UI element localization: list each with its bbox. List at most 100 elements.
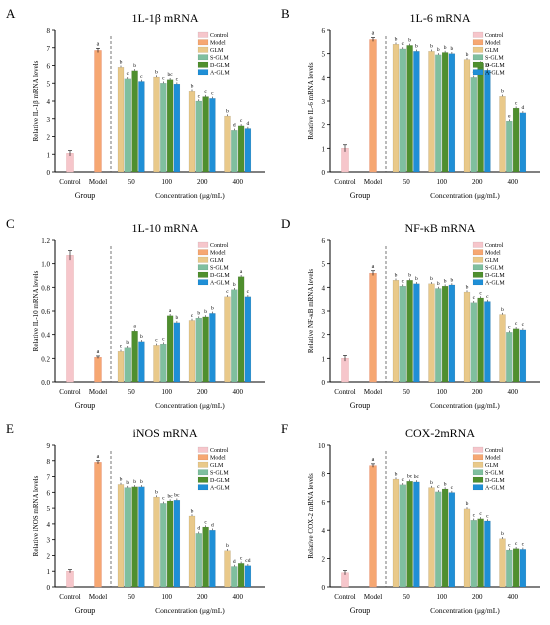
legend-swatch-control — [197, 446, 209, 453]
x-label-control: Control — [59, 388, 80, 396]
legend-swatch-model — [197, 454, 209, 461]
y-axis-label: Relative iNOS mRNA levels — [32, 475, 40, 556]
significance-letter: b — [415, 276, 418, 282]
bar-s-glm-50 — [399, 286, 406, 383]
y-tick-label: 0.8 — [41, 284, 50, 292]
legend-label-model: Model — [210, 456, 226, 462]
y-tick-label: 3 — [47, 116, 51, 124]
group-axis-label: Group — [75, 606, 95, 615]
bar-s-glm-200 — [195, 533, 202, 588]
significance-letter: b — [430, 44, 433, 50]
significance-letter: b — [140, 334, 143, 340]
panel-letter: B — [281, 6, 290, 21]
bar-glm-400 — [224, 115, 231, 173]
significance-letter: d — [233, 559, 236, 565]
significance-letter: c — [402, 477, 405, 483]
bar-a-glm-400 — [244, 128, 252, 173]
bar-a-glm-100 — [448, 492, 456, 588]
legend-label-s-glm: S-GLM — [485, 56, 504, 62]
significance-letter: b — [466, 52, 469, 58]
significance-letter: b — [430, 276, 433, 282]
significance-letter: b — [430, 480, 433, 486]
significance-letter: c — [479, 290, 482, 296]
y-tick-label: 0 — [322, 584, 326, 592]
bar-a-glm-200 — [484, 70, 491, 173]
x-axis-label: Concentration (μg/mL) — [155, 401, 225, 410]
bar-d-glm-200 — [202, 316, 209, 383]
bar-glm-200 — [463, 59, 471, 173]
y-tick-label: 7 — [47, 45, 51, 53]
legend-label-glm: GLM — [210, 48, 224, 54]
legend-swatch-s-glm — [197, 54, 209, 61]
significance-letter: c — [402, 41, 405, 47]
x-tick-label: 100 — [436, 388, 447, 396]
x-tick-label: 400 — [232, 593, 243, 601]
y-tick-label: 1.2 — [41, 237, 50, 245]
significance-letter: c — [473, 295, 476, 301]
bar-s-glm-400 — [231, 289, 238, 383]
y-tick-label: 2 — [47, 552, 51, 560]
y-tick-label: 3 — [47, 537, 51, 545]
y-tick-label: 3 — [322, 308, 326, 316]
x-tick-label: 200 — [197, 388, 208, 396]
significance-letter: c — [522, 322, 525, 328]
group-axis-label: Group — [350, 191, 370, 200]
bar-glm-200 — [463, 508, 471, 588]
legend-label-glm: GLM — [485, 463, 499, 469]
legend-label-control: Control — [210, 243, 229, 249]
legend-swatch-d-glm — [197, 476, 209, 483]
chart-panel-f: F COX-2mRNA 0 2 4 6 8 10 Relative COX-2 mRNA lev… — [281, 421, 540, 615]
legend-label-control: Control — [485, 243, 504, 249]
legend-label-glm: GLM — [485, 48, 499, 54]
significance-letter: b — [233, 282, 236, 288]
legend-swatch-glm — [197, 461, 209, 468]
legend-swatch-glm — [472, 46, 484, 53]
significance-letter: b — [226, 108, 229, 114]
significance-letter: bc — [414, 474, 420, 480]
chart-title: NF-κB mRNA — [404, 221, 475, 235]
bar-s-glm-50 — [399, 484, 406, 588]
legend-label-d-glm: D-GLM — [485, 273, 505, 279]
significance-letter: b — [126, 340, 129, 346]
significance-letter: b — [466, 501, 469, 507]
legend-label-a-glm: A-GLM — [485, 281, 505, 287]
y-tick-label: 0 — [47, 169, 51, 177]
y-tick-label: 5 — [47, 80, 51, 88]
significance-letter: a — [169, 308, 172, 314]
significance-letter: a — [97, 41, 100, 47]
y-axis-label: Relative NF-κB mRNA levels — [307, 269, 315, 353]
panel-letter: C — [6, 216, 15, 231]
bar-s-glm-400 — [506, 332, 513, 383]
significance-letter: a — [372, 457, 375, 463]
significance-letter: c — [162, 496, 165, 502]
significance-letter: d — [247, 121, 250, 127]
y-tick-label: 4 — [47, 521, 51, 529]
bar-d-glm-50 — [131, 70, 138, 173]
significance-letter: c — [176, 76, 179, 82]
bar-glm-50 — [117, 351, 125, 383]
y-tick-label: 0.4 — [41, 332, 50, 340]
bar-a-glm-50 — [138, 341, 145, 383]
bar-s-glm-400 — [506, 549, 513, 588]
y-tick-label: 6 — [322, 499, 326, 507]
bar-model — [94, 462, 102, 588]
panel-letter: D — [281, 216, 290, 231]
legend-swatch-d-glm — [472, 476, 484, 483]
x-label-model: Model — [364, 593, 382, 601]
significance-letter: a — [133, 323, 136, 329]
legend-swatch-model — [472, 39, 484, 46]
legend-label-d-glm: D-GLM — [210, 273, 230, 279]
legend-swatch-glm — [197, 46, 209, 53]
bar-s-glm-200 — [470, 520, 477, 588]
bar-glm-400 — [224, 296, 231, 383]
significance-letter: b — [197, 310, 200, 316]
significance-letter: b — [120, 477, 123, 483]
bar-s-glm-200 — [470, 302, 477, 383]
legend-label-control: Control — [210, 33, 229, 39]
group-axis-label: Group — [350, 401, 370, 410]
legend-swatch-a-glm — [472, 69, 484, 76]
y-tick-label: 0 — [322, 169, 326, 177]
bar-d-glm-400 — [237, 563, 245, 588]
bar-a-glm-100 — [173, 83, 181, 173]
legend-swatch-d-glm — [472, 61, 484, 68]
